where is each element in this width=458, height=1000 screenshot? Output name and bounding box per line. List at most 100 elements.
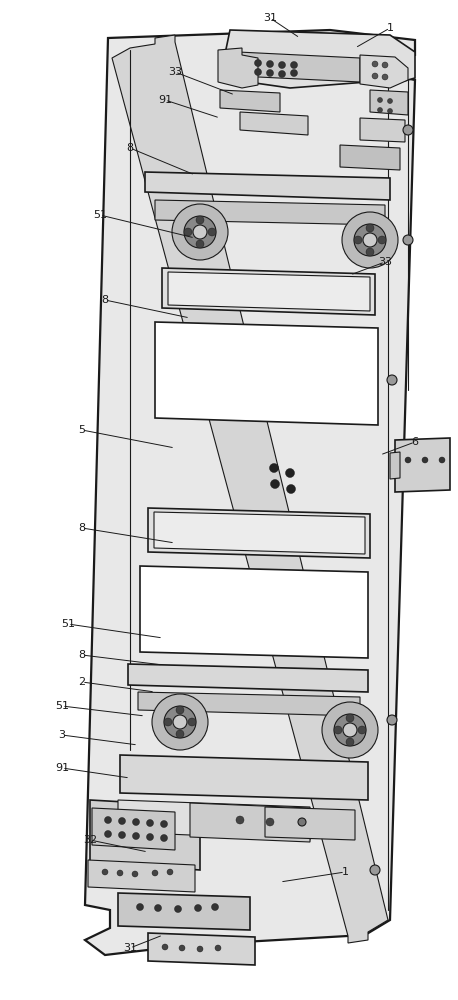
- Circle shape: [269, 464, 278, 473]
- Circle shape: [366, 224, 374, 232]
- Circle shape: [174, 906, 181, 912]
- Circle shape: [377, 98, 382, 103]
- Circle shape: [132, 832, 140, 840]
- Polygon shape: [128, 664, 368, 692]
- Circle shape: [422, 457, 428, 463]
- Circle shape: [162, 944, 168, 950]
- Circle shape: [132, 871, 138, 877]
- Circle shape: [382, 62, 388, 68]
- Circle shape: [403, 125, 413, 135]
- Circle shape: [160, 834, 168, 842]
- Circle shape: [160, 820, 168, 828]
- Polygon shape: [145, 172, 390, 200]
- Circle shape: [290, 62, 298, 68]
- Circle shape: [387, 99, 393, 104]
- Circle shape: [378, 236, 386, 244]
- Circle shape: [278, 62, 285, 68]
- Text: 32: 32: [83, 835, 97, 845]
- Circle shape: [188, 718, 196, 726]
- Circle shape: [179, 945, 185, 951]
- Polygon shape: [168, 272, 370, 311]
- Circle shape: [208, 228, 216, 236]
- Text: 1: 1: [387, 23, 393, 33]
- Circle shape: [172, 204, 228, 260]
- Polygon shape: [190, 803, 310, 842]
- Circle shape: [119, 818, 125, 824]
- Circle shape: [176, 706, 184, 714]
- Polygon shape: [154, 512, 365, 554]
- Polygon shape: [148, 933, 255, 965]
- Polygon shape: [360, 55, 408, 88]
- Circle shape: [377, 107, 382, 112]
- Polygon shape: [155, 200, 385, 225]
- Circle shape: [366, 248, 374, 256]
- Circle shape: [215, 945, 221, 951]
- Circle shape: [152, 870, 158, 876]
- Circle shape: [322, 702, 378, 758]
- Circle shape: [173, 715, 187, 729]
- Text: 2: 2: [78, 677, 86, 687]
- Circle shape: [184, 228, 192, 236]
- Circle shape: [164, 706, 196, 738]
- Circle shape: [372, 73, 378, 79]
- Polygon shape: [112, 35, 388, 943]
- Text: 51: 51: [55, 701, 69, 711]
- Circle shape: [370, 865, 380, 875]
- Circle shape: [387, 375, 397, 385]
- Circle shape: [439, 457, 445, 463]
- Polygon shape: [220, 90, 280, 112]
- Circle shape: [267, 70, 273, 77]
- Polygon shape: [395, 438, 450, 492]
- Text: 3: 3: [59, 730, 65, 740]
- Text: 31: 31: [263, 13, 277, 23]
- Circle shape: [117, 870, 123, 876]
- Circle shape: [354, 236, 362, 244]
- Polygon shape: [360, 118, 405, 142]
- Circle shape: [136, 904, 143, 910]
- Polygon shape: [340, 145, 400, 170]
- Polygon shape: [240, 112, 308, 135]
- Text: 91: 91: [55, 763, 69, 773]
- Circle shape: [197, 946, 203, 952]
- Circle shape: [387, 108, 393, 113]
- Circle shape: [285, 468, 294, 478]
- Polygon shape: [220, 30, 415, 88]
- Text: 5: 5: [78, 425, 86, 435]
- Circle shape: [346, 714, 354, 722]
- Circle shape: [119, 832, 125, 838]
- Circle shape: [195, 904, 202, 912]
- Circle shape: [255, 60, 262, 66]
- Circle shape: [102, 869, 108, 875]
- Polygon shape: [118, 800, 310, 840]
- Circle shape: [334, 714, 366, 746]
- Text: 1: 1: [342, 867, 349, 877]
- Polygon shape: [148, 508, 370, 558]
- Circle shape: [382, 74, 388, 80]
- Circle shape: [267, 60, 273, 68]
- Circle shape: [164, 718, 172, 726]
- Polygon shape: [390, 452, 400, 479]
- Circle shape: [354, 224, 386, 256]
- Polygon shape: [92, 808, 175, 850]
- Text: 51: 51: [93, 210, 107, 220]
- Circle shape: [193, 225, 207, 239]
- Circle shape: [405, 457, 411, 463]
- Circle shape: [196, 240, 204, 248]
- Circle shape: [154, 904, 162, 912]
- Polygon shape: [118, 893, 250, 930]
- Circle shape: [278, 70, 285, 78]
- Circle shape: [212, 904, 218, 910]
- Circle shape: [255, 68, 262, 76]
- Circle shape: [236, 816, 244, 824]
- Circle shape: [104, 816, 111, 824]
- Polygon shape: [138, 692, 360, 716]
- Polygon shape: [88, 860, 195, 892]
- Polygon shape: [218, 48, 258, 88]
- Polygon shape: [120, 755, 368, 800]
- Circle shape: [184, 216, 216, 248]
- Circle shape: [147, 834, 153, 840]
- Text: 8: 8: [101, 295, 109, 305]
- Polygon shape: [140, 566, 368, 658]
- Text: 31: 31: [123, 943, 137, 953]
- Polygon shape: [90, 800, 200, 870]
